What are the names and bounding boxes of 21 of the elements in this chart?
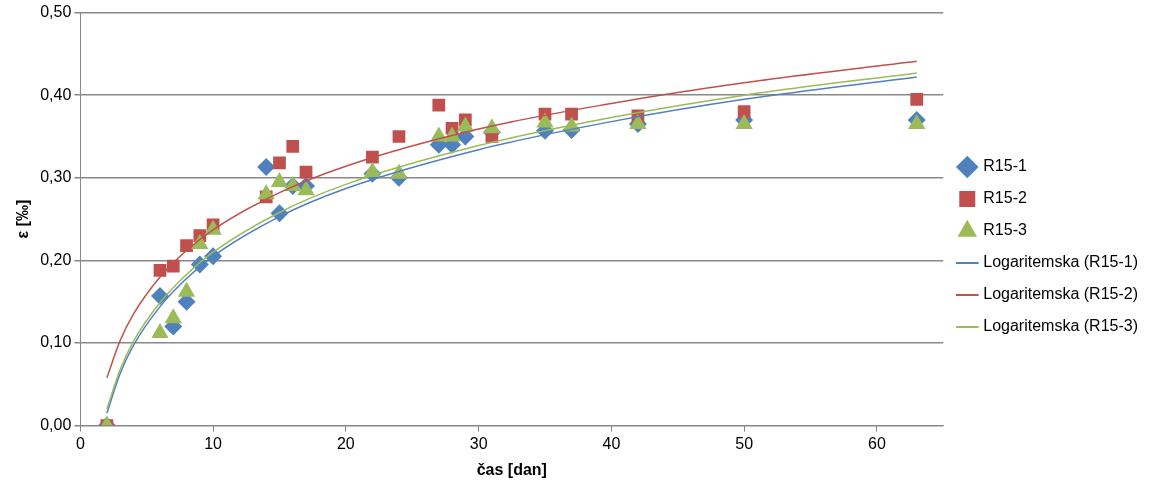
x-axis-title: čas [dan] [476, 460, 547, 478]
x-tick-label: 20 [336, 434, 355, 452]
y-axis-title: ε [‰] [14, 199, 32, 239]
y-tick-label: 0,00 [40, 416, 72, 434]
x-tick-label: 30 [469, 434, 488, 452]
legend-label: R15-2 [983, 189, 1027, 207]
y-tick-label: 0,50 [40, 3, 72, 21]
x-tick-label: 40 [602, 434, 621, 452]
legend-label: Logaritemska (R15-3) [983, 317, 1139, 335]
x-tick-label: 50 [735, 434, 754, 452]
y-tick-label: 0,40 [40, 85, 72, 103]
y-tick-label: 0,10 [40, 333, 72, 351]
legend-label: R15-3 [983, 221, 1027, 239]
x-tick-label: 0 [75, 434, 85, 452]
legend-label: Logaritemska (R15-1) [983, 253, 1139, 271]
y-tick-label: 0,20 [40, 250, 72, 268]
y-tick-label: 0,30 [40, 168, 72, 186]
x-tick-label: 60 [868, 434, 886, 452]
legend-label: Logaritemska (R15-2) [983, 285, 1139, 303]
legend-label: R15-1 [983, 157, 1027, 175]
x-tick-label: 10 [204, 434, 223, 452]
